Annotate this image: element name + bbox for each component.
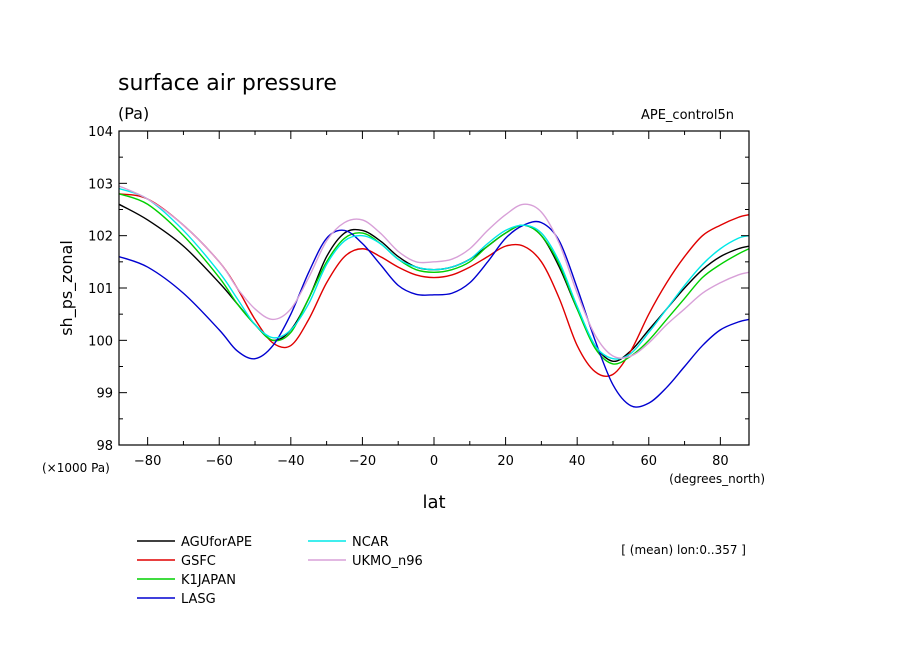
series-line-ncar <box>119 187 749 360</box>
series-line-k1japan <box>119 193 749 365</box>
y-tick-label: 101 <box>88 282 113 297</box>
x-tick-label: 40 <box>569 454 586 469</box>
x-tick-label: 60 <box>640 454 657 469</box>
mean-note: [ (mean) lon:0..357 ] <box>621 543 746 557</box>
x-tick-label: −60 <box>206 454 233 469</box>
x-tick-label: 0 <box>430 454 438 469</box>
experiment-label: APE_control5n <box>641 108 734 123</box>
legend-label-k1japan: K1JAPAN <box>181 573 236 588</box>
x-tick-label: −80 <box>134 454 161 469</box>
y-tick-label: 100 <box>88 334 113 349</box>
x-tick-label: −40 <box>277 454 304 469</box>
x-axis-label: lat <box>422 492 445 513</box>
y-tick-label: 102 <box>88 230 113 245</box>
y-tick-label: 103 <box>88 177 113 192</box>
y-scale-label: (×1000 Pa) <box>42 461 110 475</box>
series-line-ukmo_n96 <box>119 185 749 359</box>
x-unit-label: (degrees_north) <box>669 472 765 486</box>
y-tick-label: 99 <box>96 387 113 402</box>
x-tick-label: −20 <box>349 454 376 469</box>
legend-label-ukmo_n96: UKMO_n96 <box>352 554 423 569</box>
units-label: (Pa) <box>118 104 149 123</box>
legend-label-aguforape: AGUforAPE <box>181 535 252 550</box>
chart-title: surface air pressure <box>118 71 337 96</box>
y-tick-label: 104 <box>88 125 113 140</box>
legend-label-lasg: LASG <box>181 592 216 607</box>
legend-label-gsfc: GSFC <box>181 554 216 569</box>
series-line-gsfc <box>119 193 749 378</box>
legend-label-ncar: NCAR <box>352 535 389 550</box>
y-tick-label: 98 <box>96 439 113 454</box>
series-layer <box>119 185 749 408</box>
x-tick-label: 20 <box>497 454 514 469</box>
legend: AGUforAPE GSFC K1JAPAN LASG NCAR UKMO_n96 <box>137 535 423 607</box>
axes-layer: −80 −60 −40 −20 0 20 40 60 80 98 99 100 101 102 103 104 <box>88 125 749 469</box>
y-axis-label: sh_ps_zonal <box>57 240 77 336</box>
plot-frame <box>118 130 750 446</box>
x-tick-label: 80 <box>712 454 729 469</box>
series-line-lasg <box>119 220 749 408</box>
